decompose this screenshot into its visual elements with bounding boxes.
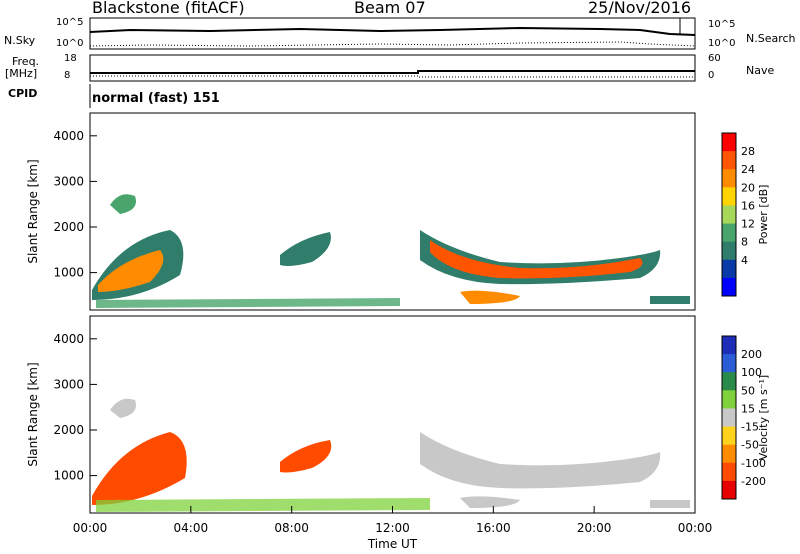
date-title: 25/Nov/2016	[588, 0, 692, 17]
velocity-blob-a	[92, 432, 187, 505]
velocity-xtick-label-2: 08:00	[274, 521, 309, 535]
velocity-colorbar-label: Velocity [m s⁻¹]	[757, 375, 770, 460]
beam-title: Beam 07	[354, 0, 426, 17]
power-colorbar-tick-4: 12	[741, 218, 755, 231]
velocity-ytick-label-1: 2000	[53, 423, 84, 437]
velocity-colorbar-tick-7: -200	[741, 475, 766, 488]
power-colorbar-tick-2: 20	[741, 181, 755, 194]
power-colorbar-tick-1: 24	[741, 163, 755, 176]
velocity-colorbar-tick-5: -50	[741, 439, 759, 452]
velocity-colorbar-swatch-7	[722, 462, 736, 482]
velocity-colorbar-tick-1: 100	[741, 366, 762, 379]
power-blob-h	[460, 290, 520, 304]
power-colorbar-frame	[721, 132, 737, 297]
nsearch-label: N.Search	[746, 32, 796, 45]
velocity-xtick-label-4: 16:00	[476, 521, 511, 535]
power-colorbar-swatch-1	[722, 151, 736, 170]
power-blob-g	[96, 298, 400, 308]
power-colorbar-swatch-8	[722, 277, 736, 297]
power-colorbar-swatch-2	[722, 169, 736, 188]
velocity-xtick-label-1: 04:00	[174, 521, 209, 535]
nsearch-line	[89, 41, 696, 47]
velocity-colorbar-swatch-4	[722, 408, 736, 428]
power-ytick-label-0: 1000	[53, 266, 84, 280]
power-blob-c	[110, 194, 136, 214]
velocity-ytick-label-3: 4000	[53, 332, 84, 346]
power-blob-f	[430, 240, 643, 279]
power-colorbar-tick-0: 28	[741, 145, 755, 158]
velocity-xlabel: Time UT	[367, 537, 418, 551]
power-blobs	[92, 194, 690, 308]
velocity-colorbar-tick-3: 15	[741, 402, 755, 415]
freq-bottom-tick: 8	[64, 70, 71, 81]
velocity-colorbar-swatch-6	[722, 444, 736, 464]
velocity-colorbar-swatch-2	[722, 372, 736, 391]
velocity-colorbar-tick-4: -15	[741, 421, 759, 434]
power-colorbar-swatch-0	[722, 133, 736, 152]
velocity-colorbar-swatch-3	[722, 390, 736, 409]
cpid-text: normal (fast) 151	[92, 91, 220, 106]
nsky-top-tick: 10^5	[56, 17, 84, 28]
velocity-ylabel: Slant Range [km]	[26, 362, 40, 466]
power-blob-i	[650, 296, 690, 304]
velocity-colorbar-swatch-1	[722, 354, 736, 373]
power-colorbar-swatch-4	[722, 205, 736, 225]
velocity-blobs	[92, 398, 690, 512]
velocity-xtick-label-0: 00:00	[73, 521, 108, 535]
power-colorbar-tick-6: 4	[741, 254, 748, 267]
power-colorbar-tick-5: 8	[741, 236, 748, 249]
velocity-colorbar-swatch-5	[722, 426, 736, 446]
velocity-xtick-label-6: 00:00	[678, 521, 713, 535]
velocity-ytick-label-0: 1000	[53, 469, 84, 483]
freq-panel-frame	[89, 54, 696, 82]
velocity-xtick-label-5: 20:00	[577, 521, 612, 535]
freq-label: Freq.	[12, 55, 40, 68]
power-colorbar-swatch-3	[722, 187, 736, 206]
velocity-blob-c	[280, 440, 332, 473]
velocity-colorbar-tick-2: 50	[741, 384, 755, 397]
nave-label: Nave	[746, 64, 775, 77]
nave-line	[90, 75, 695, 78]
freq-line	[90, 70, 695, 74]
power-colorbar-swatch-5	[722, 223, 736, 243]
velocity-colorbar-tick-0: 200	[741, 348, 762, 361]
power-colorbar-label: Power [dB]	[757, 185, 770, 245]
radar-title: Blackstone (fitACF)	[92, 0, 245, 17]
velocity-xtick-label-3: 12:00	[375, 521, 410, 535]
nave-bottom-tick: 0	[708, 70, 715, 81]
power-ytick-label-2: 3000	[53, 174, 84, 188]
power-ytick-label-3: 4000	[53, 129, 84, 143]
velocity-colorbar-tick-6: -100	[741, 457, 766, 470]
velocity-blob-b	[110, 398, 136, 418]
power-colorbar: 28 24 20 16 12 8 4 Power [dB]	[721, 132, 770, 297]
nsky-bottom-tick: 10^0	[56, 38, 84, 49]
velocity-blob-d	[420, 432, 661, 489]
nave-top-tick: 60	[708, 53, 721, 64]
velocity-colorbar: 200 100 50 15 -15 -50 -100 -200 Velocity [m s⁻¹]	[721, 335, 770, 500]
velocity-colorbar-swatch-0	[722, 336, 736, 355]
freq-unit-label: [MHz]	[5, 67, 38, 80]
nsky-panel-frame	[89, 17, 696, 50]
velocity-ytick-label-2: 3000	[53, 377, 84, 391]
velocity-blob-f	[460, 496, 520, 508]
velocity-colorbar-swatch-8	[722, 480, 736, 500]
power-colorbar-swatch-6	[722, 241, 736, 261]
nsearch-bottom-tick: 10^0	[708, 38, 736, 49]
velocity-blob-g	[650, 500, 690, 508]
power-blob-d	[280, 232, 331, 266]
power-ylabel: Slant Range [km]	[26, 159, 40, 263]
freq-top-tick: 18	[64, 53, 77, 64]
velocity-blob-e	[96, 498, 430, 512]
power-blob-b	[98, 250, 164, 292]
nsearch-top-tick: 10^5	[708, 19, 736, 30]
power-ytick-label-1: 2000	[53, 220, 84, 234]
cpid-label: CPID	[8, 87, 38, 100]
nsky-line	[89, 26, 696, 36]
nsky-label: N.Sky	[4, 34, 36, 47]
velocity-colorbar-frame	[721, 335, 737, 500]
power-colorbar-tick-3: 16	[741, 199, 755, 212]
power-colorbar-swatch-7	[722, 259, 736, 279]
axes-text: 1000 2000 3000 4000 Slant Range [km] 1000 2000…	[26, 129, 712, 551]
